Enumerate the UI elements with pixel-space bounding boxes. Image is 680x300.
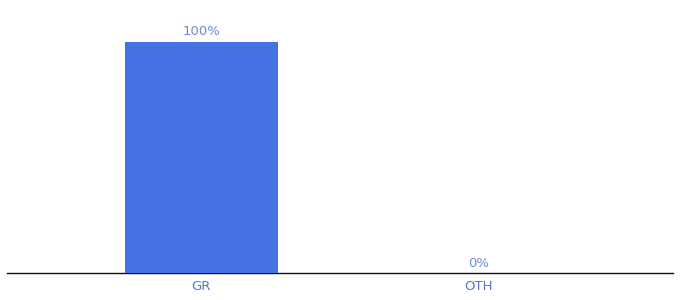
- Bar: [125, 42, 277, 273]
- Text: 100%: 100%: [182, 25, 220, 38]
- Text: 0%: 0%: [469, 256, 490, 270]
